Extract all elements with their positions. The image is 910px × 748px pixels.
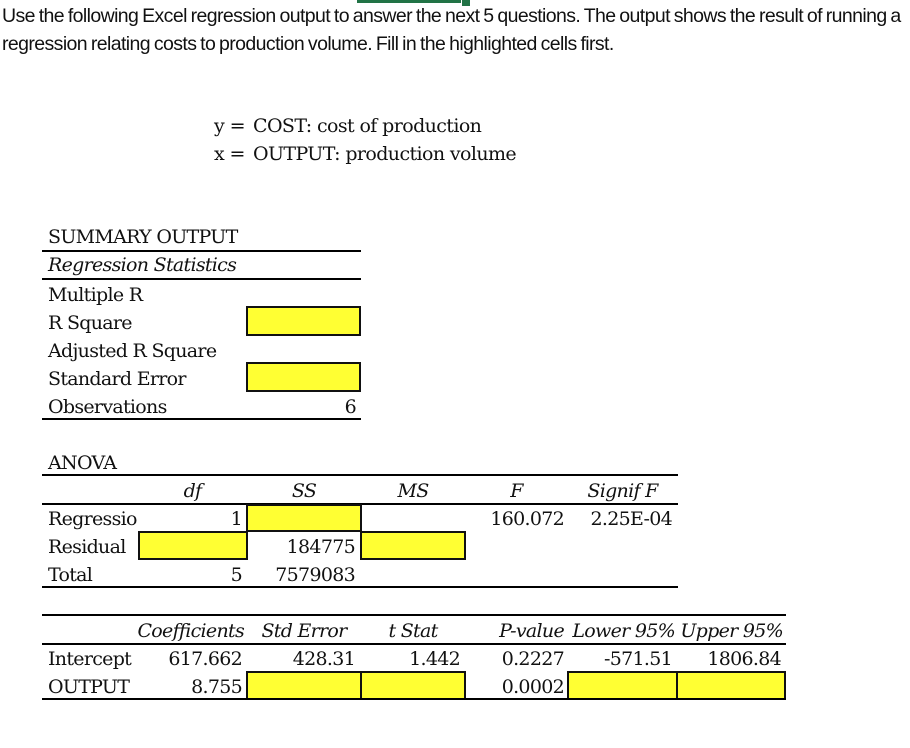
regression-signif-f: 2.25E-04	[590, 508, 672, 530]
r-square-cell[interactable]	[246, 306, 361, 336]
output-coefficient: 8.755	[191, 676, 243, 698]
divider	[42, 474, 678, 476]
r-square-label: R Square	[48, 312, 133, 334]
intercept-upper-95: 1806.84	[707, 648, 781, 670]
output-std-error-cell[interactable]	[246, 671, 362, 700]
divider	[42, 586, 678, 588]
divider	[42, 614, 786, 616]
header-upper-95: Upper 95%	[680, 620, 783, 642]
header-coefficients: Coefficients	[137, 620, 244, 642]
output-p-value: 0.0002	[501, 676, 565, 698]
header-lower-95: Lower 95%	[572, 620, 675, 642]
cell-selection-border	[357, 0, 461, 3]
divider	[42, 250, 361, 252]
residual-ss: 184775	[286, 536, 356, 558]
header-ss: SS	[291, 480, 317, 502]
divider	[42, 698, 786, 700]
observations-label: Observations	[48, 396, 167, 418]
output-upper-95-cell[interactable]	[676, 671, 786, 700]
intercept-label: Intercept	[48, 648, 132, 670]
y-label: y =	[214, 115, 246, 137]
header-ms: MS	[397, 480, 429, 502]
divider	[42, 418, 361, 420]
regression-ss-cell[interactable]	[246, 504, 362, 532]
anova-title: ANOVA	[48, 452, 117, 474]
residual-ms-cell[interactable]	[360, 531, 466, 560]
intercept-t-stat: 1.442	[409, 648, 461, 670]
x-label: x =	[214, 143, 245, 165]
adjusted-r-square-label: Adjusted R Square	[48, 340, 217, 362]
output-t-stat-cell[interactable]	[360, 671, 466, 700]
standard-error-cell[interactable]	[246, 362, 361, 392]
intercept-std-error: 428.31	[292, 648, 356, 670]
observations-value: 6	[344, 396, 357, 418]
header-std-error: Std Error	[261, 620, 347, 642]
residual-label: Residual	[48, 536, 126, 558]
regression-df: 1	[230, 508, 243, 530]
header-p-value: P-value	[499, 620, 565, 642]
header-df: df	[183, 480, 202, 502]
standard-error-label: Standard Error	[48, 368, 186, 390]
intercept-coefficient: 617.662	[168, 648, 242, 670]
regression-label: Regressio	[48, 508, 137, 530]
summary-title: SUMMARY OUTPUT	[48, 226, 238, 248]
intercept-p-value: 0.2227	[501, 648, 565, 670]
regression-statistics-heading: Regression Statistics	[48, 254, 237, 276]
total-ss: 7579083	[275, 564, 355, 586]
header-signif-f: Signif F	[587, 480, 658, 502]
output-label: OUTPUT	[48, 676, 130, 698]
divider	[42, 643, 786, 645]
residual-df-cell[interactable]	[138, 531, 248, 560]
divider	[42, 278, 361, 280]
instructions-text: Use the following Excel regression outpu…	[2, 5, 901, 55]
fill-handle[interactable]	[462, 0, 470, 6]
header-t-stat: t Stat	[388, 620, 438, 642]
total-label: Total	[48, 564, 93, 586]
output-lower-95-cell[interactable]	[567, 671, 678, 700]
multiple-r-label: Multiple R	[48, 284, 143, 306]
intercept-lower-95: -571.51	[603, 648, 673, 670]
y-definition: COST: cost of production	[253, 115, 482, 137]
regression-f: 160.072	[490, 508, 564, 530]
header-f: F	[510, 480, 523, 502]
x-definition: OUTPUT: production volume	[253, 143, 517, 165]
total-df: 5	[230, 564, 243, 586]
